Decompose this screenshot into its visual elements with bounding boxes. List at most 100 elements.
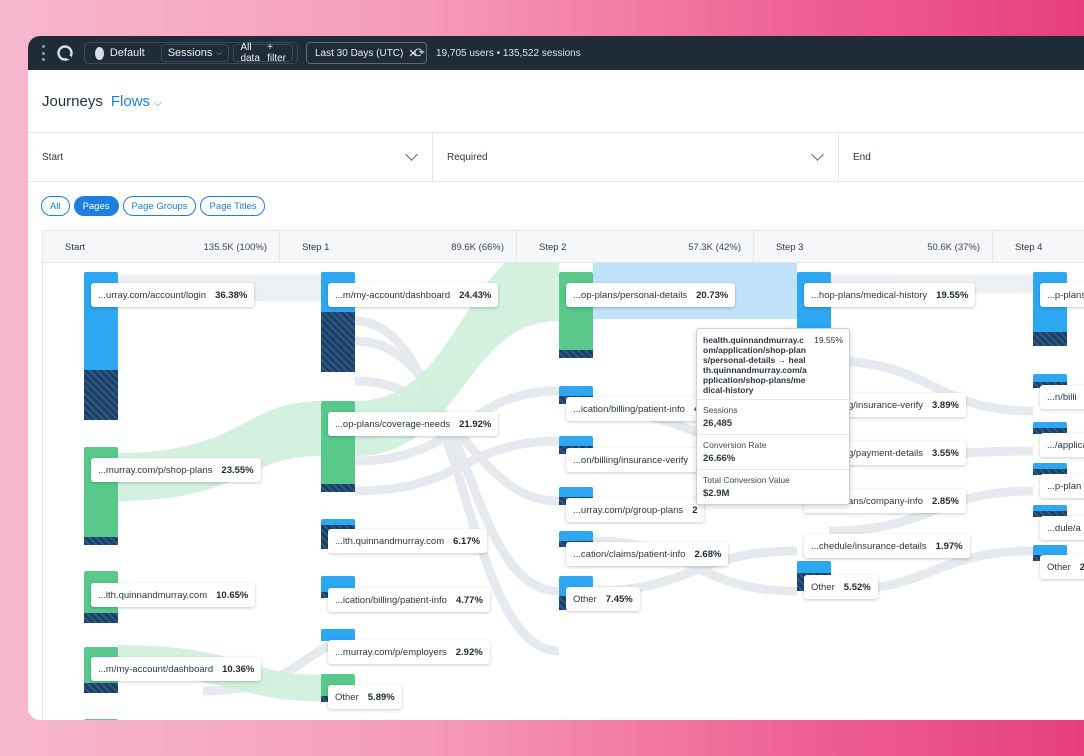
node-label[interactable]: .../applica — [1040, 433, 1084, 457]
pill-page-titles[interactable]: Page Titles — [200, 196, 266, 216]
required-filter[interactable]: Required — [433, 133, 839, 182]
node-label[interactable]: ...lth.quinnandmurray.com 6.17% — [328, 529, 488, 553]
tooltip-conversion-label: Conversion Rate — [703, 440, 767, 450]
step-header: Step 1 89.6K (66%) — [280, 231, 517, 262]
node-percent: 21.92% — [459, 418, 492, 430]
end-filter[interactable]: End — [839, 133, 1084, 182]
node-label[interactable]: Other 5.89% — [328, 685, 402, 709]
node-path: ...chedule/insurance-details — [811, 540, 927, 552]
step-name: Step 2 — [539, 242, 567, 253]
node-path: ...murray.com/p/shop-plans — [98, 464, 213, 476]
node-label[interactable]: ...m/my-account/dashboard 24.43% — [328, 283, 499, 307]
node-percent: 5.52% — [843, 581, 871, 593]
node-bar-dropoff[interactable] — [84, 537, 118, 545]
node-label[interactable]: ...hop-plans/medical-history 19.55% — [804, 283, 976, 307]
node-label[interactable]: Other 7.45% — [566, 587, 640, 611]
tooltip-conversion-value: 26.66% — [703, 453, 736, 464]
chevron-down-icon: ⌵ — [216, 48, 223, 57]
node-path: .../applica — [1047, 439, 1084, 451]
journey-flow-chart: Start 135.5K (100%) Step 1 89.6K (66%) S… — [42, 230, 1084, 720]
node-bar-dropoff[interactable] — [1033, 469, 1067, 475]
node-bar[interactable] — [321, 629, 355, 641]
node-bar-dropoff[interactable] — [84, 370, 118, 420]
node-bar[interactable] — [559, 386, 593, 396]
view-selector[interactable]: Flows — [110, 93, 151, 110]
node-label[interactable]: ...ication/billing/patient-info 4.77% — [328, 588, 490, 612]
node-label[interactable]: ...op-plans/personal-details 20.73% — [566, 283, 736, 307]
node-bar-dropoff[interactable] — [84, 613, 118, 623]
grouping-pills: All Pages Page Groups Page Titles — [41, 196, 269, 216]
node-label[interactable]: Other 2. — [1040, 555, 1084, 579]
node-label[interactable]: ...murray.com/p/shop-plans 23.55% — [91, 458, 261, 482]
start-filter[interactable]: Start — [28, 133, 433, 182]
step-header: Step 4 — [993, 231, 1084, 262]
node-percent: 23.55% — [221, 464, 254, 476]
node-path: g/payment-details — [848, 447, 923, 459]
node-percent: 10.65% — [216, 589, 249, 601]
pill-all[interactable]: All — [41, 196, 70, 216]
chevron-down-icon — [811, 148, 824, 161]
refresh-icon[interactable]: ⟳ — [414, 45, 425, 60]
node-label[interactable]: ...chedule/insurance-details 1.97% — [804, 534, 970, 558]
node-bar[interactable] — [559, 531, 593, 541]
pill-pages[interactable]: Pages — [73, 196, 119, 216]
node-bar-dropoff[interactable] — [321, 312, 355, 372]
node-label[interactable]: ...lth.quinnandmurray.com 10.65% — [91, 583, 256, 607]
segment-selector[interactable]: Default Sessions ⌵ All data + filter — [84, 42, 298, 64]
node-bar[interactable] — [84, 719, 118, 720]
chevron-down-icon[interactable]: ⌵ — [154, 98, 162, 109]
node-label[interactable]: ...cation/claims/patient-info 2.68% — [566, 542, 729, 566]
node-bar[interactable] — [321, 519, 355, 525]
node-bar[interactable] — [559, 487, 593, 497]
node-label[interactable]: ...on/billing/insurance-verify4 — [566, 448, 710, 472]
node-bar-dropoff[interactable] — [84, 683, 118, 693]
node-bar[interactable] — [797, 561, 831, 573]
segment-label: Default — [109, 47, 145, 59]
date-range-chip[interactable]: Last 30 Days (UTC) ✕ — [306, 42, 427, 64]
step-count: 89.6K (66%) — [451, 242, 504, 253]
node-percent: 24.43% — [459, 289, 492, 301]
sessions-dropdown[interactable]: Sessions ⌵ — [160, 44, 230, 62]
node-path: g/insurance-verify — [848, 399, 923, 411]
step-header-row: Start 135.5K (100%) Step 1 89.6K (66%) S… — [43, 231, 1084, 263]
node-label[interactable]: ...murray.com/p/employers 2.92% — [328, 640, 490, 664]
node-label[interactable]: ...urray.com/account/login 36.38% — [91, 283, 255, 307]
node-label[interactable]: ...m/my-account/dashboard 10.36% — [91, 657, 262, 681]
node-path: ...urray.com/p/group-plans — [573, 504, 684, 516]
filter-button[interactable]: All data + filter — [233, 42, 293, 64]
node-path: ...m/my-account/dashboard — [98, 663, 214, 675]
start-filter-label: Start — [42, 152, 64, 163]
node-percent: 2. — [1080, 562, 1084, 573]
date-range-label: Last 30 Days (UTC) — [315, 47, 404, 59]
step-name: Step 4 — [1015, 242, 1043, 253]
close-icon[interactable]: ✕ — [408, 47, 418, 60]
node-path: ...murray.com/p/employers — [335, 646, 447, 658]
node-path: ...p-plans — [1047, 289, 1084, 301]
node-bar-dropoff[interactable] — [1033, 428, 1067, 434]
node-bar-dropoff[interactable] — [321, 484, 355, 492]
add-filter-label: + filter — [267, 42, 287, 64]
node-bar-dropoff[interactable] — [559, 350, 593, 358]
node-label[interactable]: Other 5.52% — [804, 575, 878, 599]
node-bar[interactable] — [1033, 422, 1067, 428]
node-bar[interactable] — [1033, 545, 1067, 555]
node-bar[interactable] — [1033, 505, 1067, 511]
node-label[interactable]: ...n/billi — [1040, 385, 1084, 409]
more-menu-icon[interactable] — [40, 45, 46, 61]
app-logo-icon[interactable] — [56, 44, 74, 62]
node-label[interactable]: ...p-plan — [1040, 474, 1084, 498]
tooltip-conversion: Conversion Rate 26.66% — [697, 435, 849, 470]
node-bar[interactable] — [1033, 374, 1067, 382]
node-label[interactable]: ...urray.com/p/group-plans 2 — [566, 498, 705, 522]
node-label[interactable]: ...p-plans — [1040, 283, 1084, 307]
node-bar[interactable] — [1033, 463, 1067, 469]
node-bar[interactable] — [559, 436, 593, 446]
node-label[interactable]: ...dule/a — [1040, 516, 1084, 540]
tooltip-value-amount: $2.9M — [703, 488, 730, 499]
node-bar-dropoff[interactable] — [1033, 332, 1067, 346]
node-bar-dropoff[interactable] — [1033, 511, 1067, 517]
node-label[interactable]: ...op-plans/coverage-needs 21.92% — [328, 412, 499, 436]
end-filter-label: End — [853, 152, 871, 163]
pill-page-groups[interactable]: Page Groups — [122, 196, 197, 216]
